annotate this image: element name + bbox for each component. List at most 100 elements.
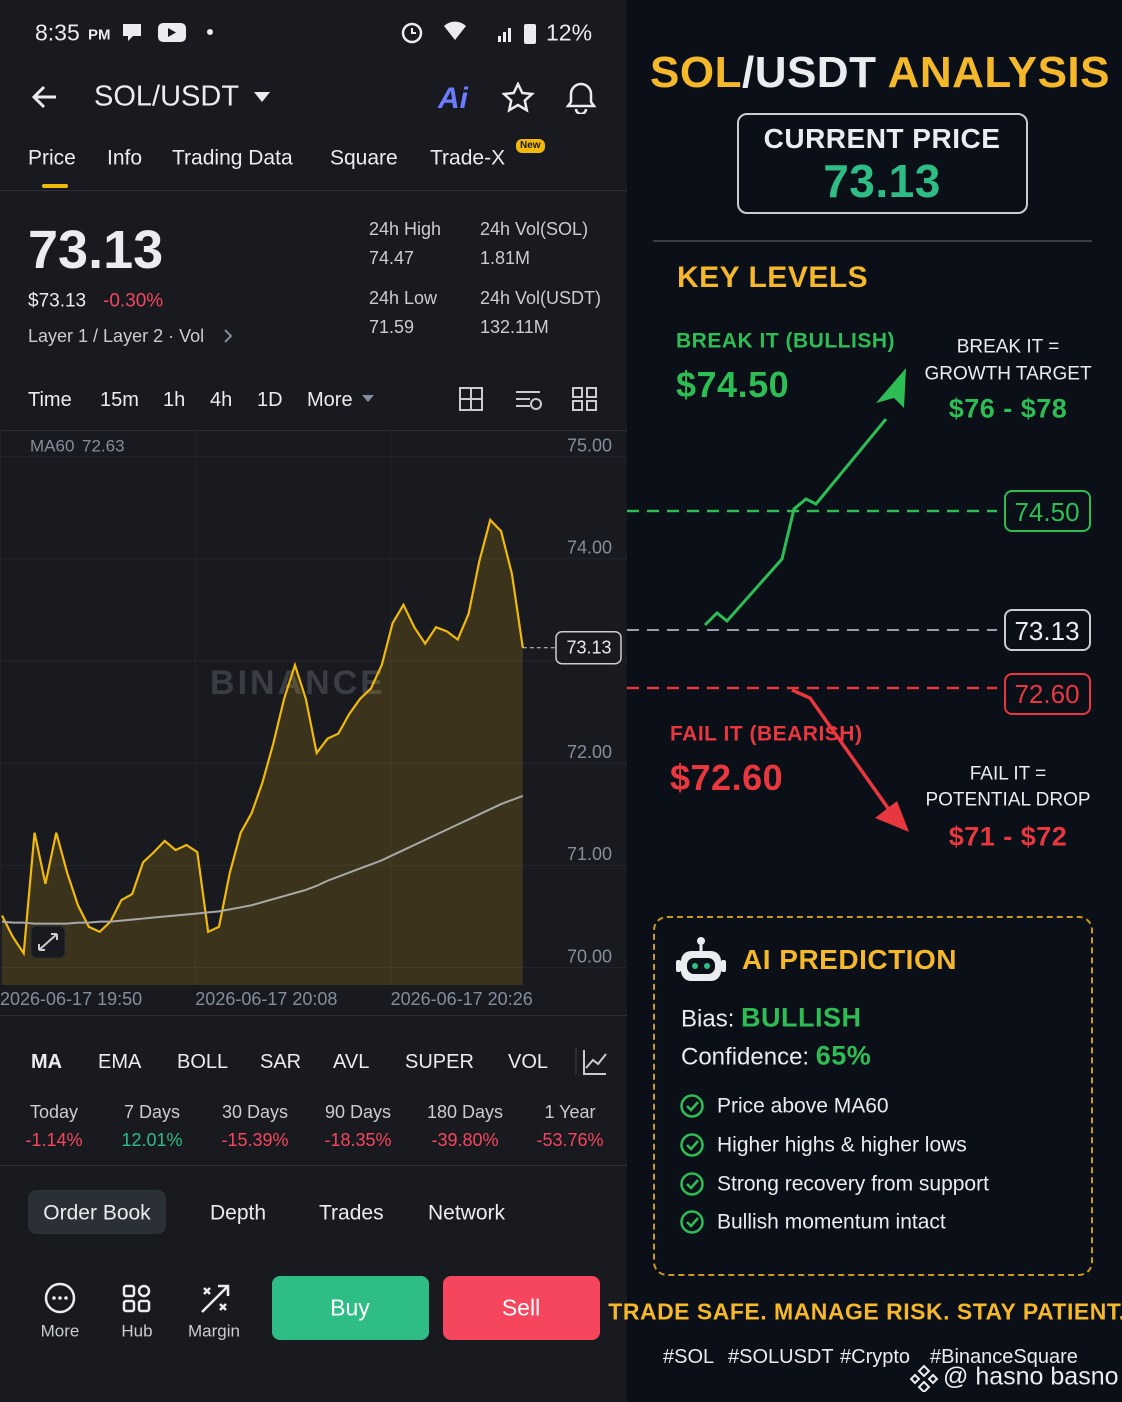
book-tab[interactable]: Order Book bbox=[43, 1201, 151, 1225]
check-icon bbox=[680, 1172, 704, 1196]
current-price-label: CURRENT PRICE bbox=[763, 123, 1001, 154]
period-change: -15.39% bbox=[221, 1130, 289, 1150]
nav-label[interactable]: More bbox=[40, 1321, 80, 1341]
x-tick-label: 2026-06-17 19:50 bbox=[0, 989, 142, 1009]
bear-note: POTENTIAL DROP bbox=[925, 789, 1091, 811]
stat-value: 1.81M bbox=[480, 248, 531, 268]
expand-button[interactable] bbox=[30, 925, 66, 959]
ai-point: Bullish momentum intact bbox=[717, 1210, 946, 1234]
credit: @ hasno basno bbox=[943, 1362, 1119, 1391]
buy-button[interactable] bbox=[272, 1276, 429, 1340]
price-area bbox=[2, 519, 523, 985]
nav-label[interactable]: Hub bbox=[121, 1321, 153, 1341]
title-word: SOL bbox=[650, 48, 742, 97]
title-word: / bbox=[741, 48, 755, 97]
bull-note: BREAK IT = bbox=[956, 336, 1060, 358]
ai-point: Higher highs & higher lows bbox=[717, 1133, 967, 1157]
x-tick-label: 2026-06-17 20:08 bbox=[195, 989, 337, 1009]
period-change: -53.76% bbox=[536, 1130, 604, 1150]
stat-label: 24h High bbox=[369, 219, 442, 239]
period-label: 30 Days bbox=[221, 1102, 289, 1122]
pair-title[interactable]: SOL/USDT bbox=[94, 80, 240, 113]
confidence-label: Confidence: bbox=[681, 1043, 810, 1071]
binance-logo bbox=[909, 1364, 939, 1392]
interval[interactable]: 4h bbox=[210, 389, 233, 411]
ma-legend: MA60 bbox=[30, 436, 74, 455]
tab[interactable]: Price bbox=[28, 146, 76, 170]
interval[interactable]: More bbox=[307, 389, 353, 411]
indicator[interactable]: SUPER bbox=[405, 1051, 474, 1073]
last-price-tag bbox=[555, 630, 622, 665]
indicator[interactable]: EMA bbox=[98, 1051, 142, 1073]
battery: 12% bbox=[546, 19, 593, 46]
book-tab[interactable]: Depth bbox=[210, 1201, 267, 1225]
sell-button[interactable] bbox=[443, 1276, 600, 1340]
bear-note: FAIL IT = bbox=[969, 763, 1047, 785]
status-icons-right bbox=[401, 21, 536, 44]
interval[interactable]: 1h bbox=[163, 389, 186, 411]
bull-target: $76 - $78 bbox=[948, 393, 1068, 424]
chart-tools[interactable] bbox=[456, 384, 606, 414]
interval[interactable]: 1D bbox=[257, 389, 283, 411]
check-icon bbox=[680, 1094, 704, 1118]
levels-diagram bbox=[627, 368, 1091, 832]
key-levels: KEY LEVELS bbox=[677, 261, 869, 294]
tab-indicator bbox=[42, 184, 68, 188]
tab[interactable]: Square bbox=[330, 146, 398, 170]
buy-label[interactable]: Buy bbox=[330, 1294, 370, 1321]
hashtag: #SOL bbox=[663, 1346, 715, 1368]
status-icons bbox=[123, 23, 213, 42]
interval[interactable]: 15m bbox=[100, 389, 139, 411]
tab-pill bbox=[28, 1190, 166, 1234]
check-icon bbox=[680, 1210, 704, 1234]
check-icon bbox=[680, 1133, 704, 1157]
title-word: USDT bbox=[754, 48, 877, 97]
ma-line bbox=[1, 794, 524, 925]
status-ampm: PM bbox=[88, 26, 111, 44]
period-change: -18.35% bbox=[324, 1130, 392, 1150]
indicator-settings[interactable] bbox=[570, 1046, 610, 1078]
divider bbox=[0, 1015, 627, 1016]
robot-icon bbox=[676, 937, 726, 981]
price-change: -0.30% bbox=[103, 290, 164, 312]
indicator[interactable]: MA bbox=[31, 1051, 63, 1073]
confidence: Confidence: 65% bbox=[681, 1042, 871, 1071]
tags[interactable]: Layer 1 / Layer 2 · Vol bbox=[28, 326, 205, 346]
price-line bbox=[1, 517, 524, 957]
last-price-label: 73.13 bbox=[566, 637, 611, 657]
hashtag: #BinanceSquare bbox=[930, 1346, 1078, 1368]
period-change: -1.14% bbox=[25, 1130, 83, 1150]
book-tab[interactable]: Trades bbox=[319, 1201, 384, 1225]
indicator[interactable]: AVL bbox=[333, 1051, 370, 1073]
stat-label: 24h Vol(SOL) bbox=[480, 219, 589, 239]
current-price: 73.13 bbox=[823, 155, 941, 207]
interval[interactable]: Time bbox=[28, 389, 72, 411]
sell-label[interactable]: Sell bbox=[501, 1294, 541, 1321]
header-icons[interactable] bbox=[502, 82, 602, 114]
indicator[interactable]: BOLL bbox=[177, 1051, 229, 1073]
price-box bbox=[737, 113, 1028, 214]
tab[interactable]: Trade-X bbox=[430, 146, 506, 170]
ai-button[interactable]: Ai bbox=[438, 82, 468, 115]
ai-title: AI PREDICTION bbox=[742, 944, 957, 975]
nav-label[interactable]: Margin bbox=[188, 1321, 240, 1341]
y-tick-label: 72.00 bbox=[567, 742, 612, 762]
y-tick-label: 75.00 bbox=[567, 435, 612, 455]
period-label: 90 Days bbox=[324, 1102, 392, 1122]
bias-label: Bias: bbox=[681, 1005, 735, 1033]
price-chart: MA60 72.63 BINANCE 75.0074.0073.0072.007… bbox=[0, 430, 627, 1009]
period-change: 12.01% bbox=[121, 1130, 183, 1150]
indicator[interactable]: VOL bbox=[508, 1051, 549, 1073]
tab[interactable]: Trading Data bbox=[172, 146, 293, 170]
chevron bbox=[224, 329, 233, 343]
back-button[interactable] bbox=[30, 83, 60, 111]
book-tab[interactable]: Network bbox=[428, 1201, 506, 1225]
ai-box bbox=[653, 916, 1093, 1276]
indicator[interactable]: SAR bbox=[260, 1051, 302, 1073]
analysis-title: SOL/USDT ANALYSIS bbox=[650, 51, 1110, 95]
tab[interactable]: Info bbox=[107, 146, 143, 170]
period-label: 1 Year bbox=[544, 1102, 596, 1122]
level-tag: 72.60 bbox=[1014, 679, 1080, 709]
bear-price: $72.60 bbox=[670, 757, 784, 798]
stat-value: 74.47 bbox=[369, 248, 415, 268]
